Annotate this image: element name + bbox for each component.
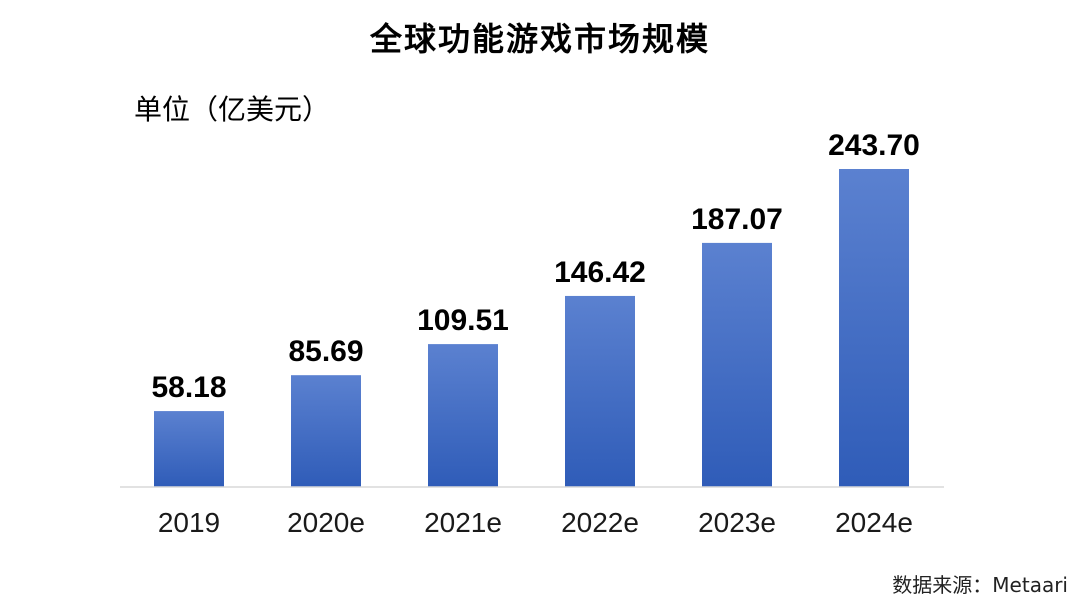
bar-2022e [565, 295, 635, 487]
chart-title: 全球功能游戏市场规模 [369, 20, 710, 58]
value-labels-group: 58.18 85.69 109.51 146.42 187.07 243.70 [151, 129, 919, 404]
value-label-2020e: 85.69 [288, 335, 363, 368]
value-label-2023e: 187.07 [691, 203, 783, 236]
bar-2021e [428, 344, 498, 487]
value-label-2022e: 146.42 [554, 256, 646, 289]
bar-2020e [291, 375, 361, 487]
value-label-2019: 58.18 [151, 371, 226, 404]
unit-label: 单位（亿美元） [134, 93, 331, 126]
bar-2019 [154, 411, 224, 487]
x-tick-label-2024e: 2024e [835, 507, 913, 538]
x-tick-label-2022e: 2022e [561, 507, 639, 538]
value-label-2021e: 109.51 [417, 304, 509, 337]
x-tick-labels-group: 2019 2020e 2021e 2022e 2023e 2024e [158, 507, 913, 538]
bars-group [154, 169, 909, 487]
x-tick-label-2019: 2019 [158, 507, 220, 538]
bar-2023e [702, 242, 772, 487]
data-source: 数据来源：Metaari [892, 573, 1068, 597]
x-tick-label-2023e: 2023e [698, 507, 776, 538]
x-tick-label-2021e: 2021e [424, 507, 502, 538]
bar-2024e [839, 169, 909, 487]
x-tick-label-2020e: 2020e [287, 507, 365, 538]
value-label-2024e: 243.70 [828, 129, 920, 162]
